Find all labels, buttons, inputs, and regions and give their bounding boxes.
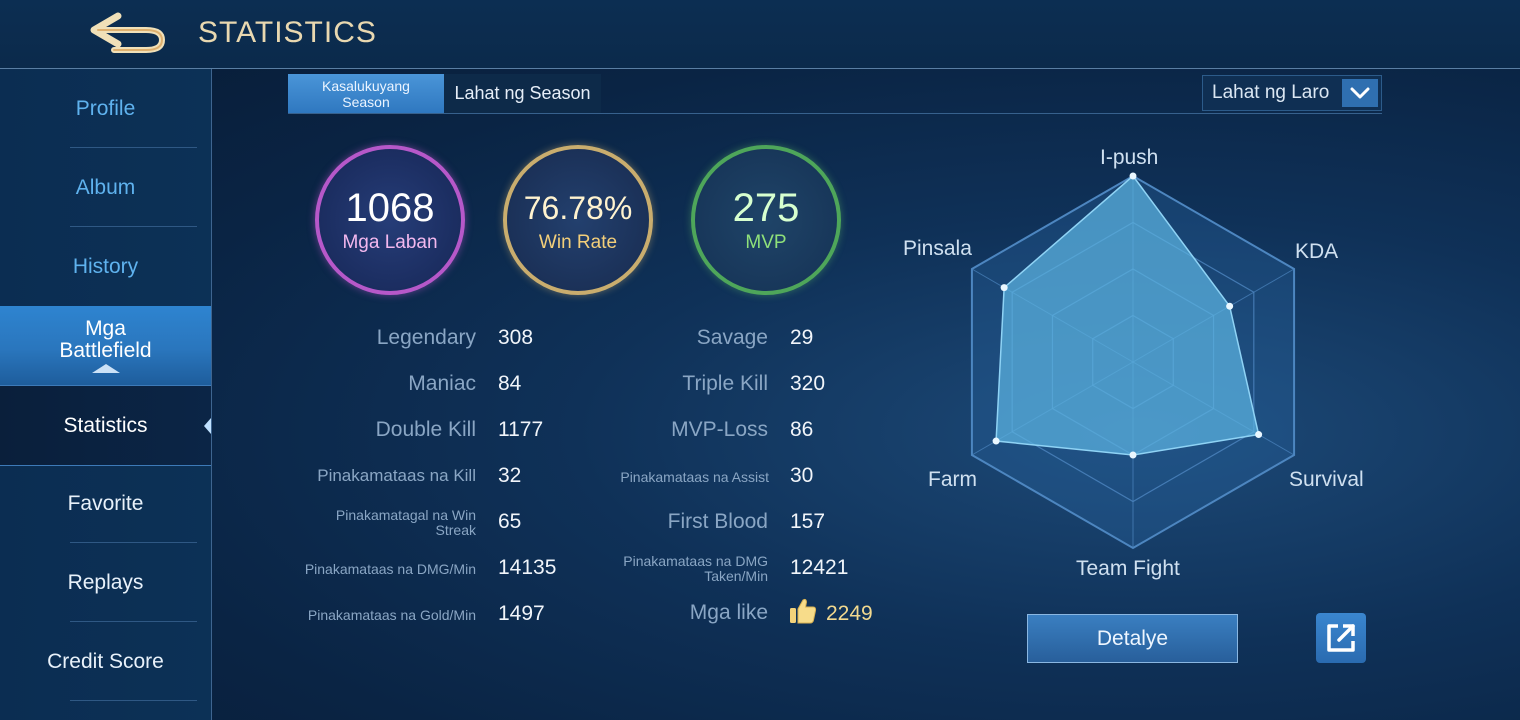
mvp-label: MVP xyxy=(745,232,787,253)
sidebar-item-statistics[interactable]: Statistics xyxy=(0,385,211,466)
mvp-value: 275 xyxy=(732,186,800,230)
radar-svg xyxy=(970,172,1296,550)
sidebar-item-replays[interactable]: Replays xyxy=(0,543,211,622)
sidebar-item-label: Profile xyxy=(75,96,136,120)
stat-label-likes: Mga like xyxy=(689,601,768,624)
stat-label-savage: Savage xyxy=(696,326,768,349)
sidebar: Profile Album History Mga Battlefield St… xyxy=(0,69,212,720)
matches-ring: 1068 Mga Laban xyxy=(315,145,465,295)
sidebar-item-label: History xyxy=(72,254,139,278)
back-arrow-icon xyxy=(90,12,166,53)
stat-label-dmg-taken-min: Pinakamataas na DMG Taken/Min xyxy=(623,553,768,584)
radar-point xyxy=(1129,451,1137,459)
radar-axis-label-push: I-push xyxy=(1100,146,1159,169)
win-rate-ring: 76.78% Win Rate xyxy=(503,145,653,295)
sidebar-item-label: Favorite xyxy=(67,491,144,515)
stat-value-highest-assist: 30 xyxy=(790,464,814,487)
back-button[interactable] xyxy=(88,8,170,58)
radar-point xyxy=(1226,302,1234,310)
sidebar-item-label: Credit Score xyxy=(47,649,164,673)
radar-axis-label-damage: Pinsala xyxy=(903,237,972,260)
stat-label-double-kill: Double Kill xyxy=(375,418,476,441)
share-external-icon xyxy=(1327,624,1355,652)
stat-value-highest-kill: 32 xyxy=(498,464,522,487)
stat-label-mvp-loss: MVP-Loss xyxy=(671,418,768,441)
game-mode-dropdown[interactable]: Lahat ng Laro xyxy=(1202,75,1382,111)
performance-radar-chart: I-push KDA Survival Team Fight Farm Pins… xyxy=(890,140,1390,600)
stat-label-highest-kill: Pinakamataas na Kill xyxy=(317,466,476,485)
win-rate-label: Win Rate xyxy=(538,232,618,253)
stat-label-legendary: Legendary xyxy=(376,326,476,349)
radar-axis-label-farm: Farm xyxy=(928,468,977,491)
stat-value-mvp-loss: 86 xyxy=(790,418,814,441)
stat-value-legendary: 308 xyxy=(498,326,534,349)
active-indicator-icon xyxy=(204,418,211,434)
mvp-ring: 275 MVP xyxy=(691,145,841,295)
sidebar-item-favorite[interactable]: Favorite xyxy=(0,464,211,543)
stat-label-gold-min: Pinakamataas na Gold/Min xyxy=(307,607,476,623)
radar-axis-label-team-fight: Team Fight xyxy=(1076,557,1180,580)
stat-value-first-blood: 157 xyxy=(790,510,826,533)
sidebar-item-album[interactable]: Album xyxy=(0,148,211,227)
sidebar-item-history[interactable]: History xyxy=(0,227,211,306)
header-bar: STATISTICS xyxy=(0,0,1520,69)
radar-point xyxy=(1000,284,1008,292)
stat-value-win-streak: 65 xyxy=(498,510,522,533)
collapse-caret-icon xyxy=(91,364,120,373)
tab-current-season[interactable]: Kasalukuyang Season xyxy=(288,74,444,113)
chevron-down-icon[interactable] xyxy=(1342,79,1378,107)
tab-all-seasons[interactable]: Lahat ng Season xyxy=(444,74,601,113)
stat-value-dmg-taken-min: 12421 xyxy=(790,556,849,579)
radar-point xyxy=(1129,172,1137,180)
thumbs-up-icon xyxy=(790,598,817,624)
likes-value: 2249 xyxy=(826,602,873,625)
radar-point xyxy=(1255,431,1263,439)
detail-button[interactable]: Detalye xyxy=(1027,614,1238,663)
sidebar-item-battlefield[interactable]: Mga Battlefield xyxy=(0,306,211,385)
stat-label-dmg-min: Pinakamataas na DMG/Min xyxy=(304,561,476,577)
stat-value-double-kill: 1177 xyxy=(498,418,544,441)
dropdown-value: Lahat ng Laro xyxy=(1212,82,1330,103)
win-rate-value: 76.78% xyxy=(523,190,633,226)
page-title: STATISTICS xyxy=(198,16,377,49)
stat-label-highest-assist: Pinakamataas na Assist xyxy=(620,469,769,485)
stat-label-maniac: Maniac xyxy=(408,372,476,395)
sidebar-item-profile[interactable]: Profile xyxy=(0,69,211,148)
stat-value-maniac: 84 xyxy=(498,372,522,395)
radar-axis-label-survival: Survival xyxy=(1289,468,1364,491)
radar-point xyxy=(992,437,1000,445)
share-button[interactable] xyxy=(1316,613,1366,663)
stat-label-triple-kill: Triple Kill xyxy=(682,372,768,395)
radar-axis-label-kda: KDA xyxy=(1295,240,1339,263)
stat-value-triple-kill: 320 xyxy=(790,372,826,395)
matches-value: 1068 xyxy=(345,186,435,230)
sidebar-item-label: Mga Battlefield xyxy=(59,317,152,362)
tab-label: Lahat ng Season xyxy=(454,83,591,103)
stat-label-first-blood: First Blood xyxy=(667,510,768,533)
detail-button-label: Detalye xyxy=(1096,626,1169,650)
sidebar-item-credit-score[interactable]: Credit Score xyxy=(0,622,211,701)
stat-value-gold-min: 1497 xyxy=(498,602,545,625)
stat-label-win-streak: Pinakamatagal na Win Streak xyxy=(335,507,476,538)
stat-value-savage: 29 xyxy=(790,326,814,349)
tab-label: Kasalukuyang Season xyxy=(322,77,410,110)
sidebar-item-label: Statistics xyxy=(63,413,148,437)
radar-value-area xyxy=(995,174,1260,456)
sidebar-item-label: Replays xyxy=(67,570,144,594)
divider xyxy=(288,113,1382,114)
stat-value-dmg-min: 14135 xyxy=(498,556,557,579)
matches-label: Mga Laban xyxy=(342,232,438,253)
sidebar-item-label: Album xyxy=(75,175,136,199)
